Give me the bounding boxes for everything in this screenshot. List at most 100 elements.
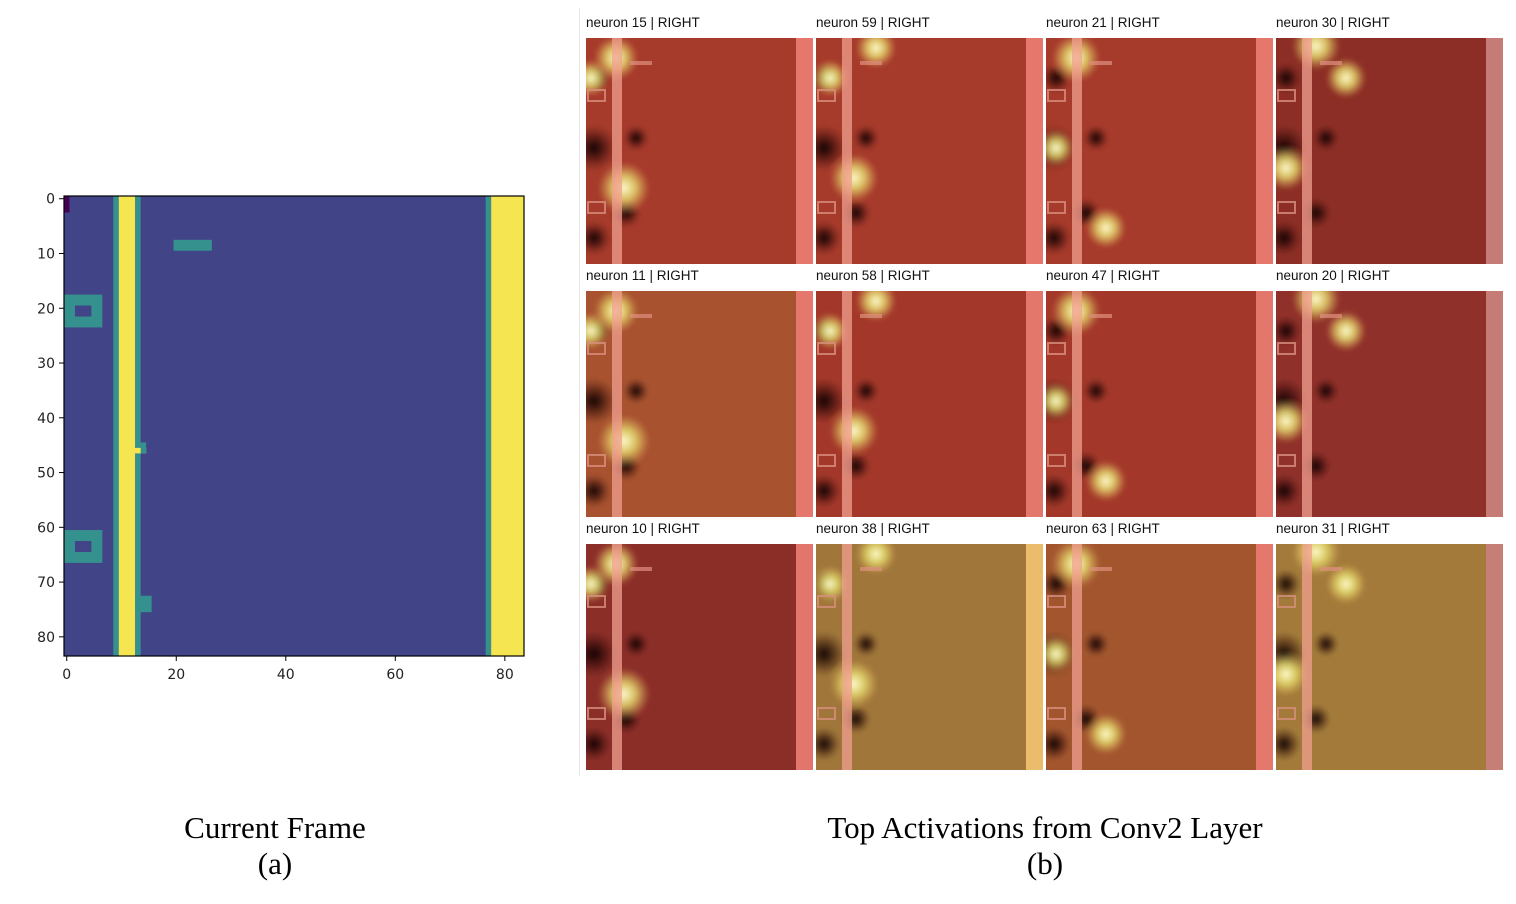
heatmap-bright-blob <box>1276 652 1308 696</box>
heatmap-box-outline <box>817 89 836 102</box>
heatmap-bright-blob <box>830 407 878 455</box>
y-tick-label: 10 <box>37 247 55 263</box>
heatmap-dark-blob <box>1276 475 1300 507</box>
heatmap-right-stripe <box>1026 38 1043 264</box>
y-tick-label: 50 <box>37 466 55 482</box>
caption-a-label: (a) <box>257 846 293 881</box>
activation-cell-title: neuron 59 | RIGHT <box>816 15 930 30</box>
heatmap-box-outline <box>587 89 606 102</box>
heatmap-dark-blob <box>816 632 846 676</box>
frame-background <box>64 196 524 656</box>
heatmap-dark-blob <box>1276 728 1300 760</box>
caption-b-label: (b) <box>1026 846 1064 881</box>
heatmap-right-stripe <box>796 291 813 517</box>
heatmap-dark-blob <box>854 632 878 656</box>
heatmap-bright-blob <box>816 566 848 602</box>
heatmap-box-outline <box>1277 454 1296 467</box>
heatmap-left-stripe <box>1302 291 1312 517</box>
heatmap-dark-blob <box>586 126 616 170</box>
heatmap-right-stripe <box>796 38 813 264</box>
activation-heatmap <box>1276 38 1503 264</box>
activation-heatmap <box>1046 291 1273 517</box>
activation-cell-title: neuron 58 | RIGHT <box>816 268 930 283</box>
heatmap-box-outline <box>1047 707 1066 720</box>
heatmap-mark <box>1320 567 1342 571</box>
heatmap-box-outline <box>1277 342 1296 355</box>
heatmap-box-outline <box>1047 342 1066 355</box>
activation-heatmap <box>586 544 813 770</box>
heatmap-box-outline <box>587 707 606 720</box>
heatmap-box-outline <box>1277 595 1296 608</box>
activation-cell-title: neuron 15 | RIGHT <box>586 15 700 30</box>
heatmap-box-outline <box>1277 201 1296 214</box>
heatmap-dark-blob <box>816 379 846 423</box>
grid-left-border <box>579 8 580 776</box>
heatmap-bright-blob <box>598 415 650 467</box>
x-tick-label: 0 <box>62 667 71 683</box>
heatmap-bright-blob <box>586 566 609 602</box>
activation-cell: neuron 30 | RIGHT <box>1276 12 1503 264</box>
plot-border <box>63 195 525 657</box>
heatmap-right-stripe <box>796 544 813 770</box>
right-column <box>491 196 524 656</box>
frame-image <box>64 196 524 656</box>
activation-cell-title: neuron 20 | RIGHT <box>1276 268 1390 283</box>
heatmap-right-stripe <box>1486 291 1503 517</box>
activation-cell: neuron 59 | RIGHT <box>816 12 1043 264</box>
x-tick-label: 40 <box>277 667 295 683</box>
heatmap-dark-blob <box>624 126 648 150</box>
activation-cell: neuron 11 | RIGHT <box>586 265 813 517</box>
activation-heatmap <box>816 544 1043 770</box>
heatmap-mark <box>860 61 882 65</box>
heatmap-mark <box>1090 61 1112 65</box>
right-column-edge <box>485 196 492 656</box>
activation-cell: neuron 31 | RIGHT <box>1276 518 1503 770</box>
heatmap-dark-blob <box>1084 379 1108 403</box>
heatmap-mark <box>1090 567 1112 571</box>
heatmap-box-outline <box>817 201 836 214</box>
heatmap-left-stripe <box>842 38 852 264</box>
heatmap-mark <box>630 61 652 65</box>
heatmap-box-outline <box>1047 201 1066 214</box>
frame-box-hole <box>74 305 92 317</box>
heatmap-box-outline <box>817 595 836 608</box>
heatmap-dark-blob <box>1084 126 1108 150</box>
current-frame-plot: 0 10 20 30 40 50 60 70 80 0 20 40 60 80 <box>37 192 525 683</box>
heatmap-mark <box>1320 314 1342 318</box>
heatmap-dark-blob <box>1276 317 1300 345</box>
heatmap-dark-blob <box>586 728 610 760</box>
heatmap-bright-blob <box>586 313 609 349</box>
heatmap-right-stripe <box>1256 544 1273 770</box>
activation-heatmap <box>1046 38 1273 264</box>
y-tick-label: 0 <box>46 192 55 208</box>
activation-heatmap <box>1276 291 1503 517</box>
y-tick-label: 20 <box>37 301 55 317</box>
activation-cell-title: neuron 30 | RIGHT <box>1276 15 1390 30</box>
heatmap-bright-blob <box>1086 461 1126 501</box>
heatmap-dark-blob <box>1276 222 1300 254</box>
heatmap-dark-blob <box>586 475 610 507</box>
heatmap-bright-blob <box>830 154 878 202</box>
heatmap-bright-blob <box>1326 564 1366 604</box>
heatmap-bright-blob <box>1086 714 1126 754</box>
heatmap-mark <box>860 567 882 571</box>
activation-cell: neuron 58 | RIGHT <box>816 265 1043 517</box>
heatmap-bright-blob <box>1326 58 1366 98</box>
heatmap-box-outline <box>817 454 836 467</box>
activation-cell-title: neuron 31 | RIGHT <box>1276 521 1390 536</box>
activation-cell-title: neuron 10 | RIGHT <box>586 521 700 536</box>
frame-ball-edge <box>140 442 147 454</box>
heatmap-left-stripe <box>612 544 622 770</box>
activation-heatmap <box>816 38 1043 264</box>
caption-top-activations: Top Activations from Conv2 Layer (b) <box>745 810 1345 882</box>
activation-cell: neuron 21 | RIGHT <box>1046 12 1273 264</box>
x-tick-label: 80 <box>496 667 514 683</box>
frame-box-hole <box>74 541 92 552</box>
heatmap-box-outline <box>1277 89 1296 102</box>
activation-cell: neuron 38 | RIGHT <box>816 518 1043 770</box>
heatmap-box-outline <box>817 342 836 355</box>
heatmap-right-stripe <box>1026 291 1043 517</box>
activation-cell: neuron 20 | RIGHT <box>1276 265 1503 517</box>
heatmap-box-outline <box>1277 707 1296 720</box>
heatmap-bright-blob <box>1326 311 1366 351</box>
